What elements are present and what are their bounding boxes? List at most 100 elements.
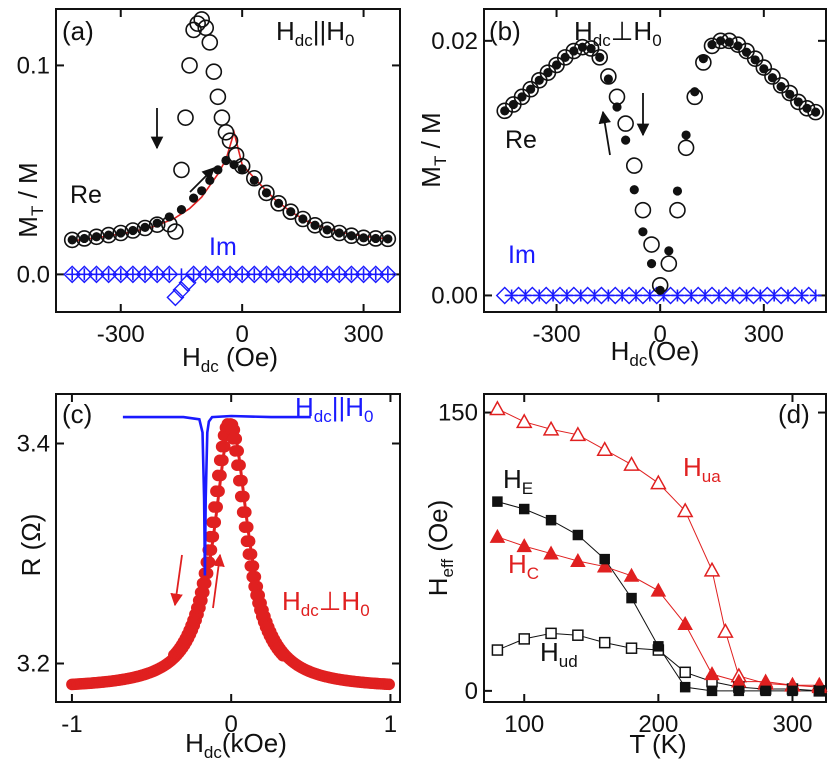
re-filled-circle [116,228,126,238]
panel-d-hud-label: Hud [540,637,578,671]
re-open-circle [318,221,336,239]
red-point-return [229,445,241,457]
he-point [492,496,503,507]
panel-b-re-label: Re [505,126,537,154]
re-open-circle [790,93,807,111]
im-plus-point [574,289,587,302]
re-filled-circle [724,37,734,47]
red-point-return [208,501,220,513]
im-plus-point [519,289,532,302]
hc-point [543,545,559,560]
hud-point [491,644,504,656]
re-filled-circle [261,188,272,198]
re-open-circle [355,229,372,247]
x-tick-label: -1 [61,711,82,738]
im-plus-point [712,289,725,302]
y-tick-label: 3.2 [17,651,50,678]
hc-point [650,582,667,597]
panel-b-ylabel: MT / M [416,112,450,187]
panel-b-label: (b) [489,16,521,46]
re-filled-circle [237,164,247,174]
red-point-return [212,469,224,482]
hc-point [623,567,640,582]
y-tick-label: 0.0 [17,261,50,288]
he-point [760,685,771,697]
red-point-return [233,474,245,487]
y-tick-label: 150 [438,400,478,427]
im-plus-point [309,268,322,281]
im-plus-point [66,268,79,281]
im-diamond-point [330,265,349,284]
im-diamond-point [281,265,300,284]
panel-d-label: (d) [778,399,810,429]
panel-c-marks [66,414,395,691]
im-diamond-point [123,265,142,284]
re-open-circle [343,227,360,245]
re-filled-circle [128,225,138,236]
panel-d-hc-label: HC [508,549,539,583]
x-tick-label: 100 [504,711,544,738]
im-diamond-point [257,265,276,284]
re-open-circle [205,63,223,80]
he-point [814,685,825,697]
im-diamond-point [148,265,167,284]
im-plus-point [211,268,224,281]
im-diamond-point [758,286,777,305]
re-open-circle [660,255,678,272]
re-open-circle [76,230,93,247]
red-point-return [231,459,243,471]
im-plus-point [260,268,273,281]
im-plus-point [726,289,739,302]
re-filled-circle [508,99,518,110]
im-diamond-point [772,286,791,305]
re-filled-circle [371,233,381,244]
re-open-circle [746,50,764,67]
re-filled-circle [164,212,174,222]
re-filled-circle [776,82,786,92]
red-point-return [242,548,255,560]
re-open-circle [306,216,324,234]
im-plus-point [163,268,176,281]
im-diamond-point [551,286,569,305]
re-filled-circle [551,60,562,70]
re-open-circle [148,216,166,233]
panel-d-marks [489,400,828,697]
im-diamond-point [495,286,514,305]
x-tick-label: 0 [225,711,238,738]
re-open-circle [124,222,142,239]
re-filled-circle [621,135,631,145]
panel-c-label: (c) [62,399,92,429]
im-diamond-point [661,286,680,305]
re-open-circle [167,223,184,240]
im-plus-point [782,289,794,302]
re-filled-circle [569,46,579,56]
red-point-return [210,485,222,498]
im-plus-point [643,289,656,302]
im-plus-point [754,289,767,302]
re-open-circle [112,224,130,242]
re-filled-circle [298,214,308,224]
re-open-circle [270,195,287,212]
hc-point [596,558,613,573]
red-point-return [238,521,251,533]
re-open-circle [330,224,348,242]
panel-a-annotation: Hdc||H0 [276,16,355,50]
x-tick-label: -300 [533,321,581,348]
re-filled-circle [690,87,700,97]
panel-a-arrow-up [189,167,215,193]
red-point [383,678,395,691]
re-filled-circle [785,89,795,99]
re-open-circle [189,15,206,32]
re-filled-circle [681,130,691,140]
re-open-circle [617,115,634,132]
im-diamond-point [87,265,106,284]
im-plus-point [795,289,808,302]
hua-point [703,561,721,577]
y-tick-label: 3.4 [17,431,50,458]
re-filled-circle [500,106,510,116]
re-filled-circle [716,36,726,46]
re-filled-circle [741,47,752,57]
re-open-circle [201,34,219,51]
re-open-circle [677,139,695,157]
